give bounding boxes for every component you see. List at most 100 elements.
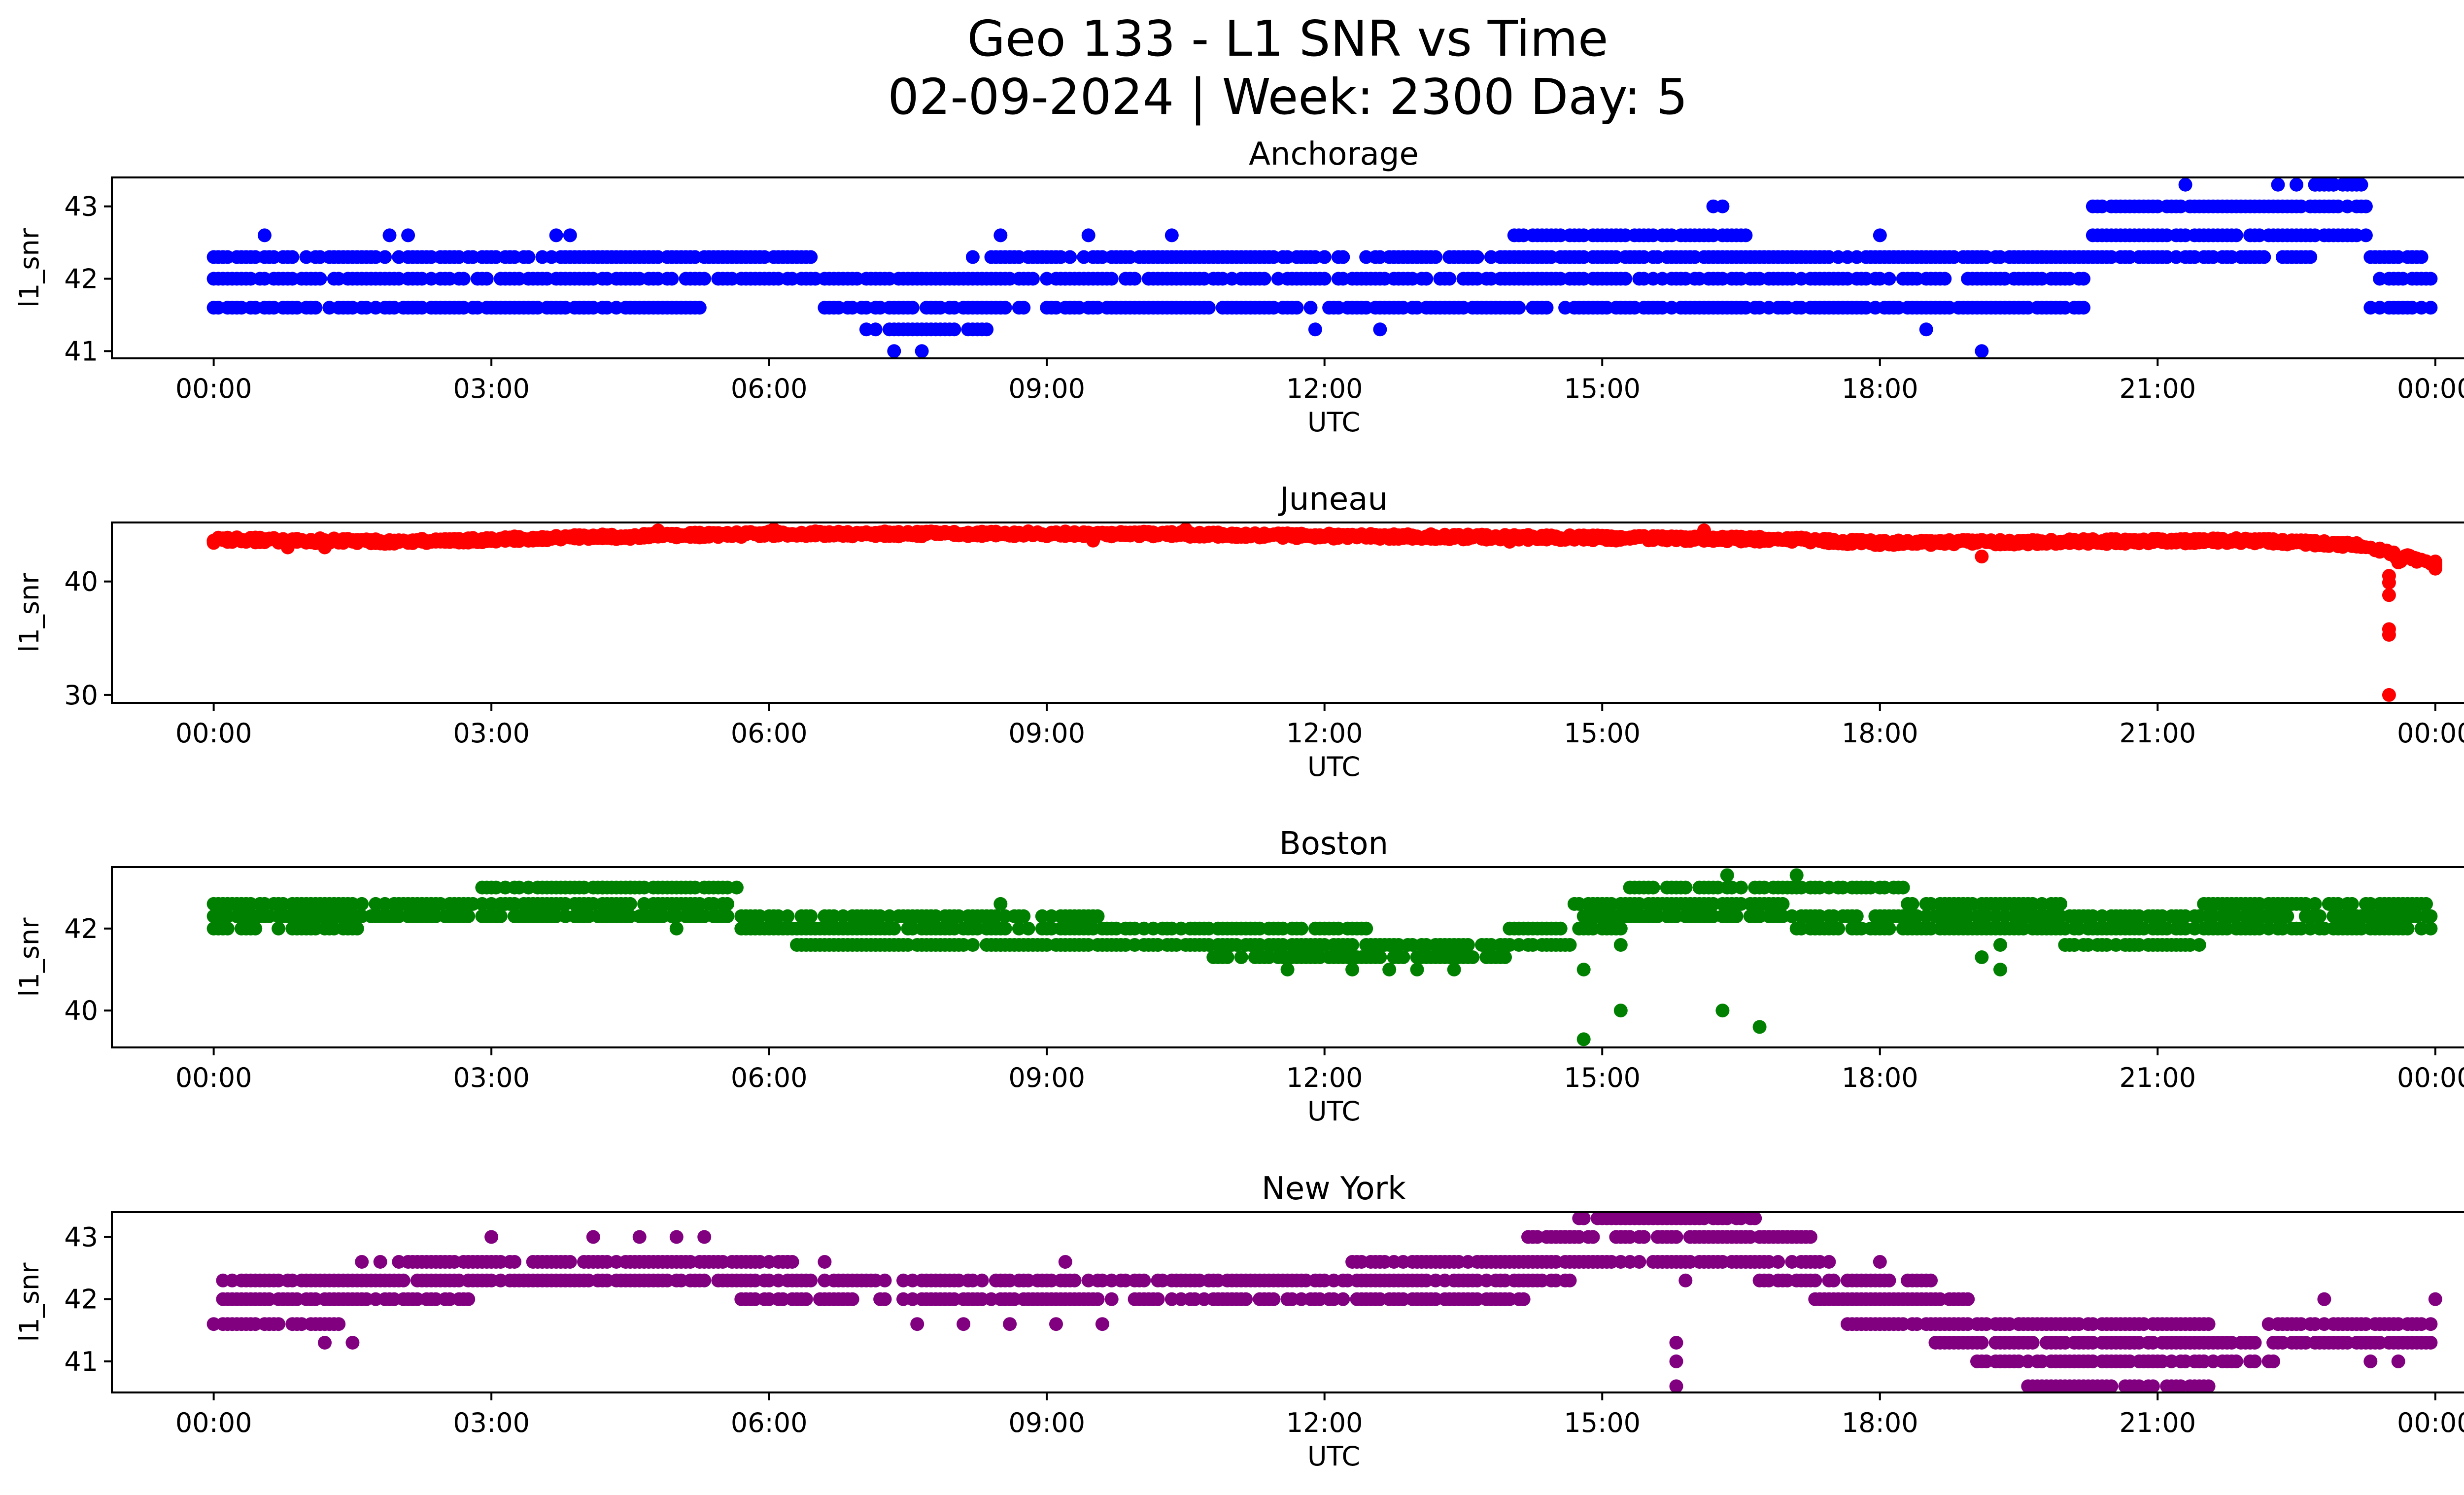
data-point xyxy=(2382,576,2396,590)
data-point xyxy=(1975,950,1989,964)
data-point xyxy=(577,301,591,315)
data-point xyxy=(1729,909,1744,923)
data-point xyxy=(1336,1292,1350,1306)
data-point xyxy=(1063,250,1077,264)
x-tick-label: 06:00 xyxy=(731,373,808,404)
data-point xyxy=(975,1273,989,1287)
data-point xyxy=(1808,1273,1822,1287)
chart-anchorage: 00:00 03:00 06:00 09:00 12:00 15:00 18:00 21:00… xyxy=(14,136,2464,438)
data-point xyxy=(1303,301,1318,315)
data-point xyxy=(1257,272,1271,286)
data-point xyxy=(1234,950,1248,964)
plot-frame xyxy=(111,522,2464,704)
data-point xyxy=(2067,938,2082,952)
data-point xyxy=(2382,627,2396,642)
data-point xyxy=(1752,1020,1767,1034)
data-point xyxy=(818,1255,832,1269)
data-point xyxy=(1720,868,1734,882)
x-tick-label: 06:00 xyxy=(731,1062,808,1093)
data-point xyxy=(1466,950,1480,964)
data-point xyxy=(1128,272,1142,286)
data-point xyxy=(355,897,369,911)
data-point xyxy=(508,1255,522,1269)
data-point xyxy=(350,921,364,936)
y-tick-label: 40 xyxy=(64,566,98,597)
y-axis-label: l1_snr xyxy=(14,573,45,653)
data-point xyxy=(1896,880,1910,895)
x-tick-label: 15:00 xyxy=(1564,1407,1641,1438)
data-point xyxy=(1669,1230,1683,1244)
data-point xyxy=(2419,897,2433,911)
data-point xyxy=(845,1292,859,1306)
data-point xyxy=(1104,272,1119,286)
data-point xyxy=(2424,921,2438,936)
y-axis-label: l1_snr xyxy=(14,917,45,997)
plot-frame xyxy=(111,1211,2464,1393)
data-point xyxy=(804,1273,818,1287)
data-point xyxy=(1739,228,1753,243)
data-point xyxy=(632,1230,647,1244)
data-point xyxy=(2201,1379,2216,1393)
data-point xyxy=(2313,909,2327,923)
data-point xyxy=(993,228,1008,243)
data-point xyxy=(669,921,684,936)
x-tick-label: 12:00 xyxy=(1286,718,1363,749)
data-point xyxy=(1697,523,1711,538)
x-tick-label: 15:00 xyxy=(1564,373,1641,404)
data-point xyxy=(2012,1317,2026,1331)
data-point xyxy=(1294,921,1308,936)
x-tick-label: 00:00 xyxy=(175,1407,252,1438)
data-point xyxy=(1067,1273,1082,1287)
data-point xyxy=(1748,1211,1762,1225)
data-points xyxy=(206,522,2442,702)
data-point xyxy=(1317,272,1332,286)
data-point xyxy=(1975,550,1989,564)
x-tick-label: 00:00 xyxy=(175,1062,252,1093)
data-point xyxy=(1826,1273,1841,1287)
plot-frame xyxy=(111,866,2464,1048)
data-point xyxy=(878,1292,892,1306)
data-point xyxy=(1586,1230,1600,1244)
data-point xyxy=(910,1317,924,1331)
data-point xyxy=(692,301,707,315)
data-point xyxy=(318,1336,332,1350)
data-point xyxy=(998,301,1012,315)
data-point xyxy=(1563,938,1577,952)
data-point xyxy=(1576,963,1591,976)
data-point xyxy=(1822,1255,1836,1269)
data-point xyxy=(1734,880,1748,895)
data-point xyxy=(1091,1292,1105,1306)
data-point xyxy=(2382,588,2396,602)
data-point xyxy=(2400,921,2415,936)
data-point xyxy=(479,272,494,286)
data-point xyxy=(887,344,901,358)
data-point xyxy=(2317,1292,2331,1306)
data-point xyxy=(1637,1230,1651,1244)
data-point xyxy=(1882,1273,1896,1287)
data-point xyxy=(1873,228,1887,243)
data-point xyxy=(461,1292,476,1306)
data-point xyxy=(1882,921,1896,936)
data-point xyxy=(563,1255,577,1269)
x-tick-label: 00:00 xyxy=(175,718,252,749)
y-axis-label: l1_snr xyxy=(14,228,45,308)
data-point xyxy=(1058,1255,1072,1269)
data-points xyxy=(206,1211,2442,1393)
data-point xyxy=(1461,938,1475,952)
data-point xyxy=(1789,868,1804,882)
data-point xyxy=(1776,897,1790,911)
data-point xyxy=(2248,1336,2262,1350)
data-point xyxy=(549,228,563,243)
data-point xyxy=(595,880,610,895)
data-point xyxy=(1290,301,1304,315)
data-point xyxy=(905,301,920,315)
data-point xyxy=(1609,228,1623,243)
data-point xyxy=(1373,322,1387,337)
data-point xyxy=(2077,301,2090,315)
data-point xyxy=(1669,1336,1683,1350)
subplot-title: Anchorage xyxy=(1249,136,1419,173)
data-point xyxy=(1151,938,1165,952)
data-point xyxy=(1164,228,1179,243)
y-tick-label: 43 xyxy=(64,191,98,222)
